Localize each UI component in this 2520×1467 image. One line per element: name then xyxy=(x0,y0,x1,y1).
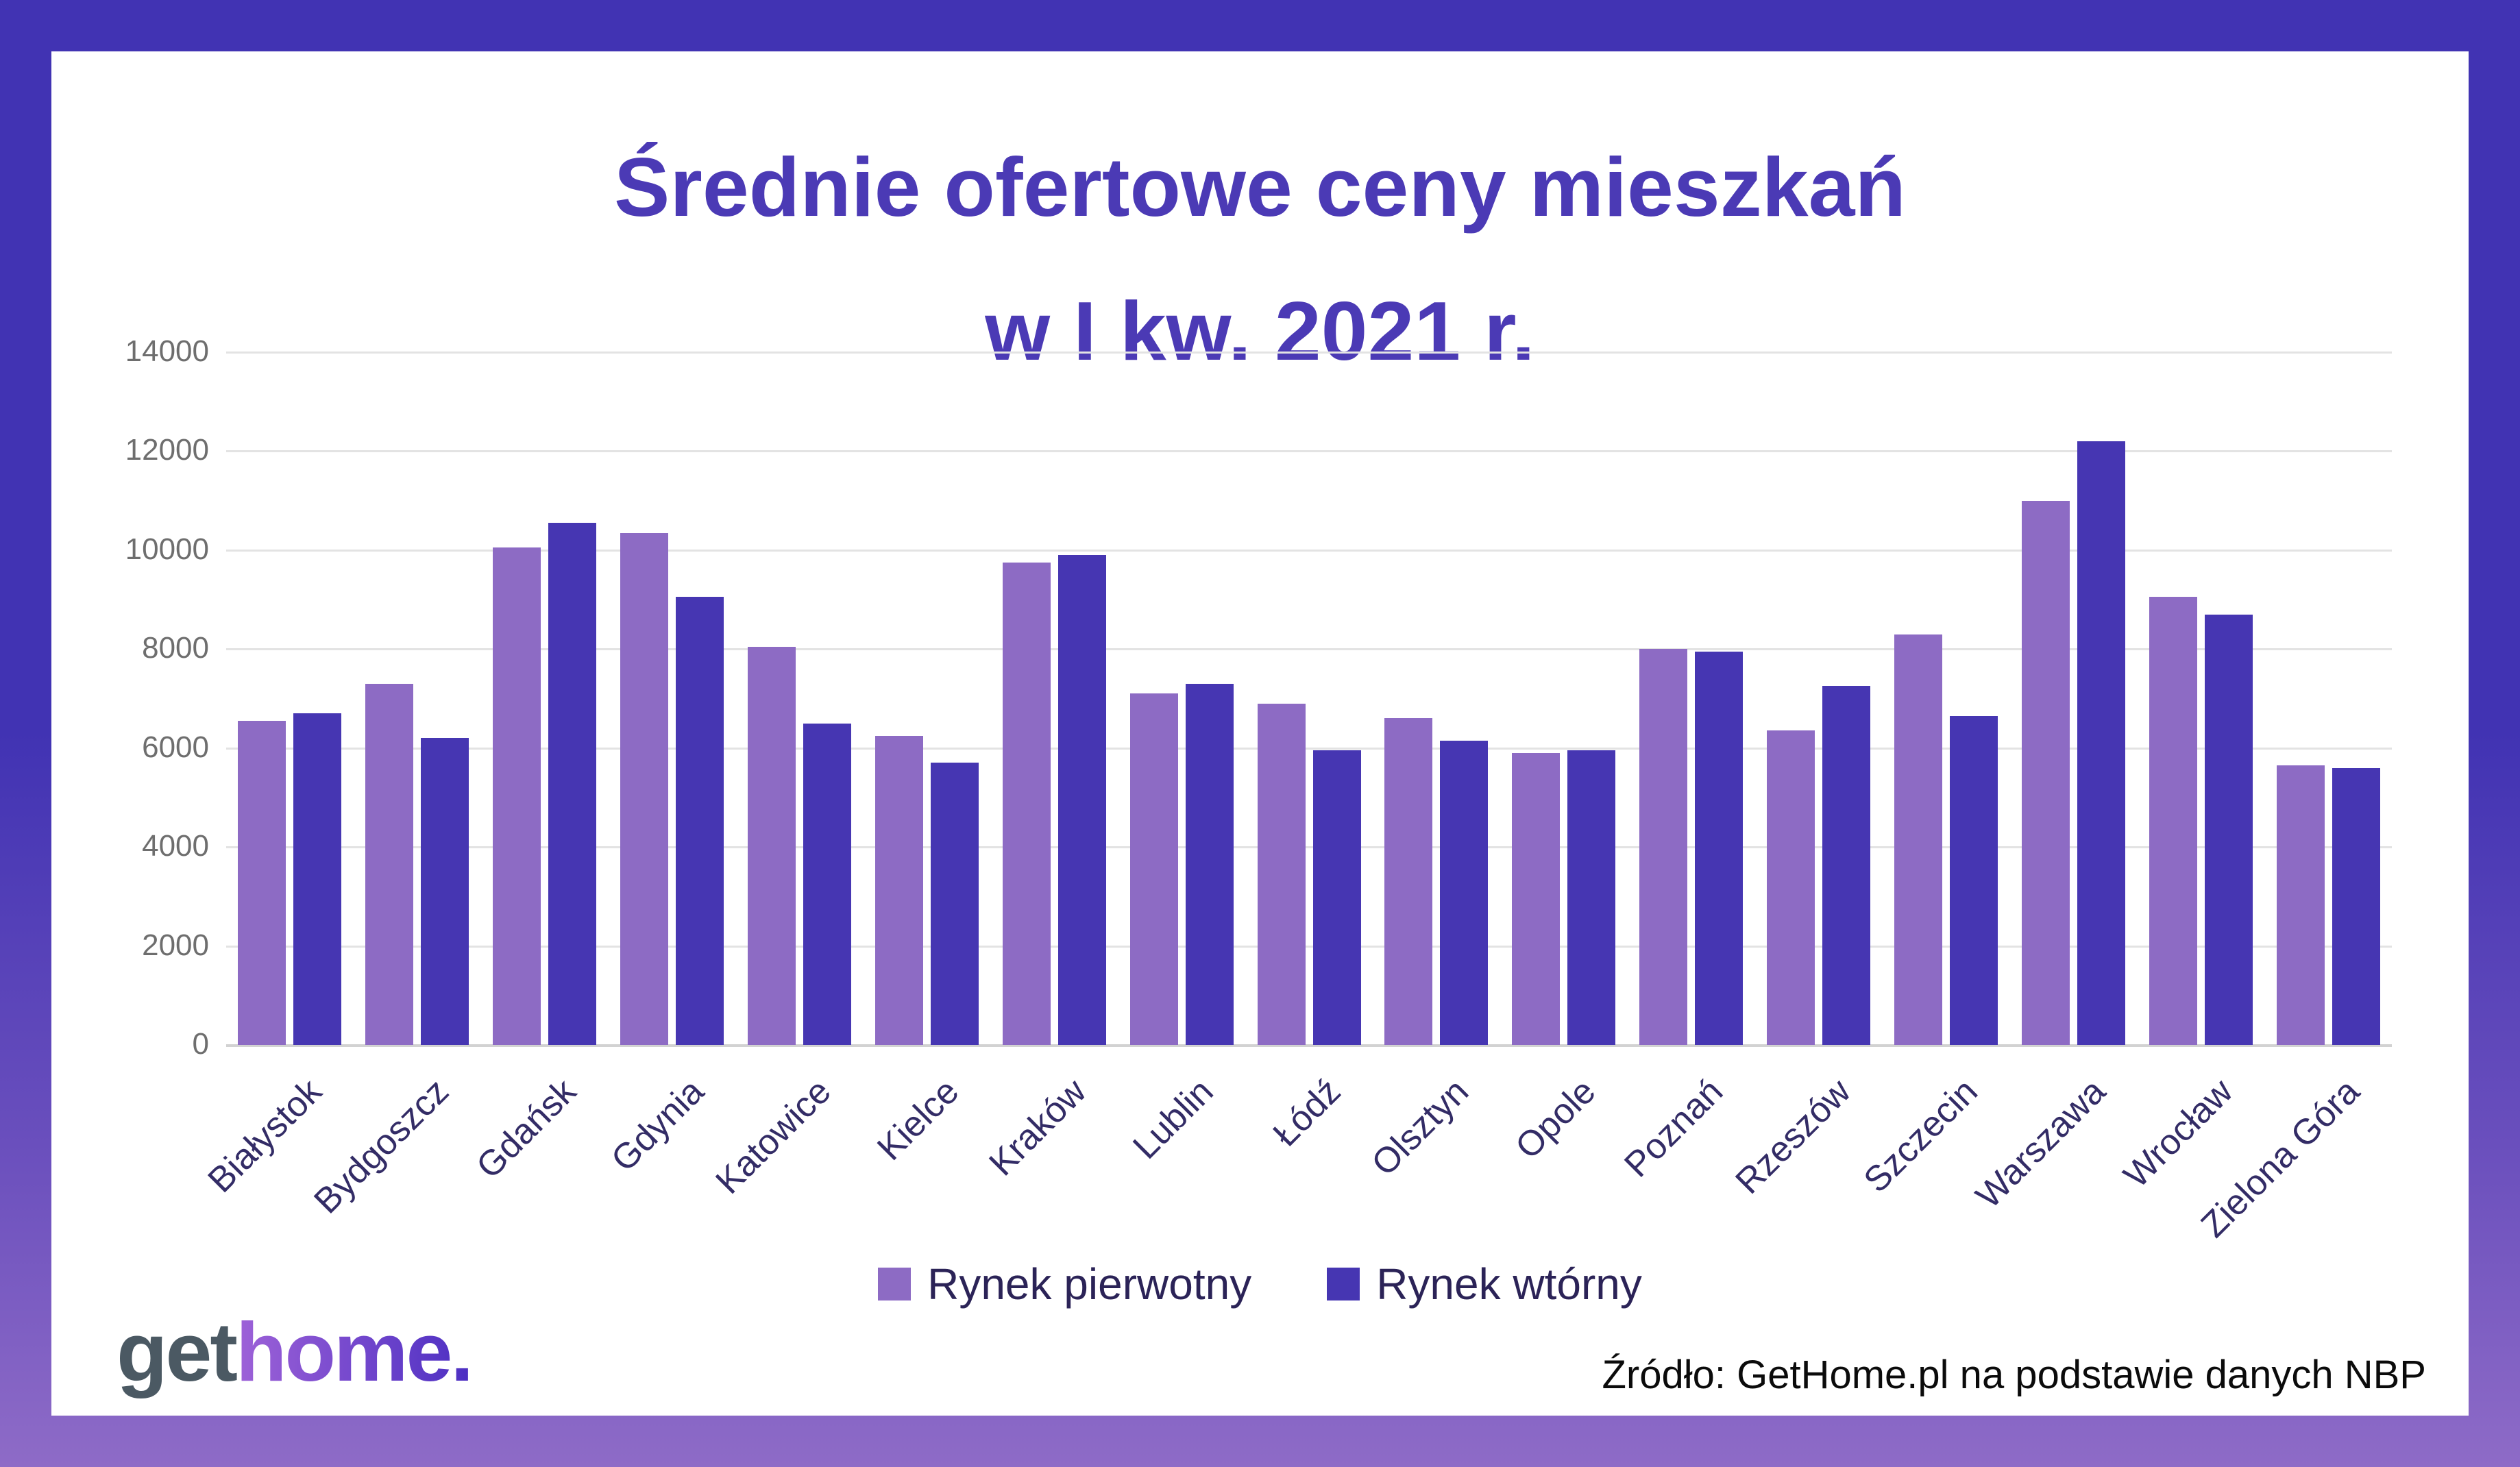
y-axis-tick-label-2000: 2000 xyxy=(142,928,209,962)
y-axis-tick-label-12000: 12000 xyxy=(125,433,209,467)
y-axis-tick-label-0: 0 xyxy=(192,1027,209,1061)
x-axis-label-olsztyn: Olsztyn xyxy=(1363,1071,1476,1184)
bar-pierwotny-wrocław xyxy=(2149,597,2197,1045)
bar-pierwotny-łódź xyxy=(1257,703,1306,1045)
bar-wtorny-bydgoszcz xyxy=(421,738,469,1045)
bar-wtorny-łódź xyxy=(1312,750,1361,1045)
gridline-6000 xyxy=(226,747,2392,750)
bar-pierwotny-zielona-góra xyxy=(2276,765,2325,1045)
bar-wtorny-wrocław xyxy=(2204,614,2253,1045)
bar-pierwotny-opole xyxy=(1512,752,1561,1045)
x-axis-label-szczecin: Szczecin xyxy=(1856,1071,1986,1200)
gridline-10000 xyxy=(226,549,2392,552)
bar-wtorny-zielona-góra xyxy=(2332,767,2380,1045)
bar-pierwotny-katowice xyxy=(747,646,796,1045)
x-axis-label-gdynia: Gdynia xyxy=(603,1071,712,1180)
y-axis-tick-label-10000: 10000 xyxy=(125,532,209,566)
chart-title-line-2: w I kw. 2021 r. xyxy=(985,284,1535,378)
bar-wtorny-kielce xyxy=(930,763,979,1045)
bar-wtorny-lublin xyxy=(1185,683,1234,1045)
gethome-logo: gethome. xyxy=(117,1304,474,1400)
bar-wtorny-poznań xyxy=(1695,651,1744,1045)
bar-pierwotny-lublin xyxy=(1129,693,1178,1045)
bar-wtorny-rzeszów xyxy=(1822,686,1871,1045)
x-axis-label-łódź: Łódź xyxy=(1265,1071,1349,1155)
bar-wtorny-białystok xyxy=(293,713,342,1045)
gethome-logo-get: get xyxy=(117,1305,238,1398)
chart-card: Średnie ofertowe ceny mieszkań w I kw. 2… xyxy=(51,51,2469,1416)
bar-wtorny-gdynia xyxy=(676,597,724,1045)
bar-pierwotny-kielce xyxy=(874,735,923,1045)
x-axis-label-kielce: Kielce xyxy=(869,1071,967,1168)
bar-wtorny-opole xyxy=(1567,750,1616,1045)
legend-swatch-secondary-icon xyxy=(1327,1268,1360,1300)
y-axis-tick-label-6000: 6000 xyxy=(142,730,209,764)
gridline-12000 xyxy=(226,450,2392,453)
bar-wtorny-olsztyn xyxy=(1440,740,1489,1045)
x-axis-label-opole: Opole xyxy=(1508,1071,1604,1167)
bar-pierwotny-bydgoszcz xyxy=(365,683,414,1045)
legend-label-rynek-pierwotny: Rynek pierwotny xyxy=(927,1259,1252,1309)
bar-wtorny-kraków xyxy=(1057,555,1106,1045)
bar-wtorny-warszawa xyxy=(2077,441,2125,1045)
chart-title-line-1: Średnie ofertowe ceny mieszkań xyxy=(614,140,1906,234)
legend-label-rynek-wtorny: Rynek wtórny xyxy=(1376,1259,1642,1309)
gethome-logo-home: home. xyxy=(236,1305,474,1398)
x-axis-label-białystok: Białystok xyxy=(200,1071,330,1200)
bar-pierwotny-białystok xyxy=(238,720,286,1045)
x-axis-label-gdańsk: Gdańsk xyxy=(469,1071,585,1187)
gridline-4000 xyxy=(226,846,2392,849)
bar-pierwotny-szczecin xyxy=(1894,634,1942,1045)
bar-wtorny-katowice xyxy=(803,723,851,1045)
gridline-8000 xyxy=(226,648,2392,651)
y-axis-tick-label-14000: 14000 xyxy=(125,334,209,368)
bar-pierwotny-warszawa xyxy=(2021,500,2070,1045)
x-axis-label-wrocław: Wrocław xyxy=(2116,1071,2240,1196)
x-axis-label-lublin: Lublin xyxy=(1125,1071,1221,1167)
bar-pierwotny-olsztyn xyxy=(1384,718,1433,1045)
chart-legend: Rynek pierwotny Rynek wtórny xyxy=(51,1259,2469,1309)
bar-pierwotny-kraków xyxy=(1002,562,1051,1045)
bar-pierwotny-poznań xyxy=(1639,649,1688,1045)
x-axis-label-poznań: Poznań xyxy=(1617,1071,1731,1185)
bar-pierwotny-gdynia xyxy=(620,532,669,1045)
y-axis-tick-label-8000: 8000 xyxy=(142,631,209,665)
x-axis-label-warszawa: Warszawa xyxy=(1968,1071,2114,1216)
bar-wtorny-gdańsk xyxy=(548,523,597,1045)
x-axis-label-rzeszów: Rzeszów xyxy=(1728,1071,1859,1202)
x-axis-label-katowice: Katowice xyxy=(708,1071,840,1202)
bar-pierwotny-gdańsk xyxy=(493,547,541,1045)
x-axis-baseline xyxy=(226,1044,2392,1047)
source-attribution: Źródło: GetHome.pl na podstawie danych N… xyxy=(1602,1353,2426,1397)
gridline-14000 xyxy=(226,352,2392,354)
bar-wtorny-szczecin xyxy=(1949,715,1998,1045)
legend-swatch-primary-icon xyxy=(878,1268,912,1300)
bar-pierwotny-rzeszów xyxy=(1767,730,1815,1045)
x-axis-label-bydgoszcz: Bydgoszcz xyxy=(306,1071,457,1222)
gridline-2000 xyxy=(226,945,2392,948)
y-axis-tick-label-4000: 4000 xyxy=(142,829,209,863)
legend-item-rynek-wtorny: Rynek wtórny xyxy=(1327,1259,1642,1309)
x-axis-label-kraków: Kraków xyxy=(981,1071,1094,1184)
legend-item-rynek-pierwotny: Rynek pierwotny xyxy=(878,1259,1251,1309)
